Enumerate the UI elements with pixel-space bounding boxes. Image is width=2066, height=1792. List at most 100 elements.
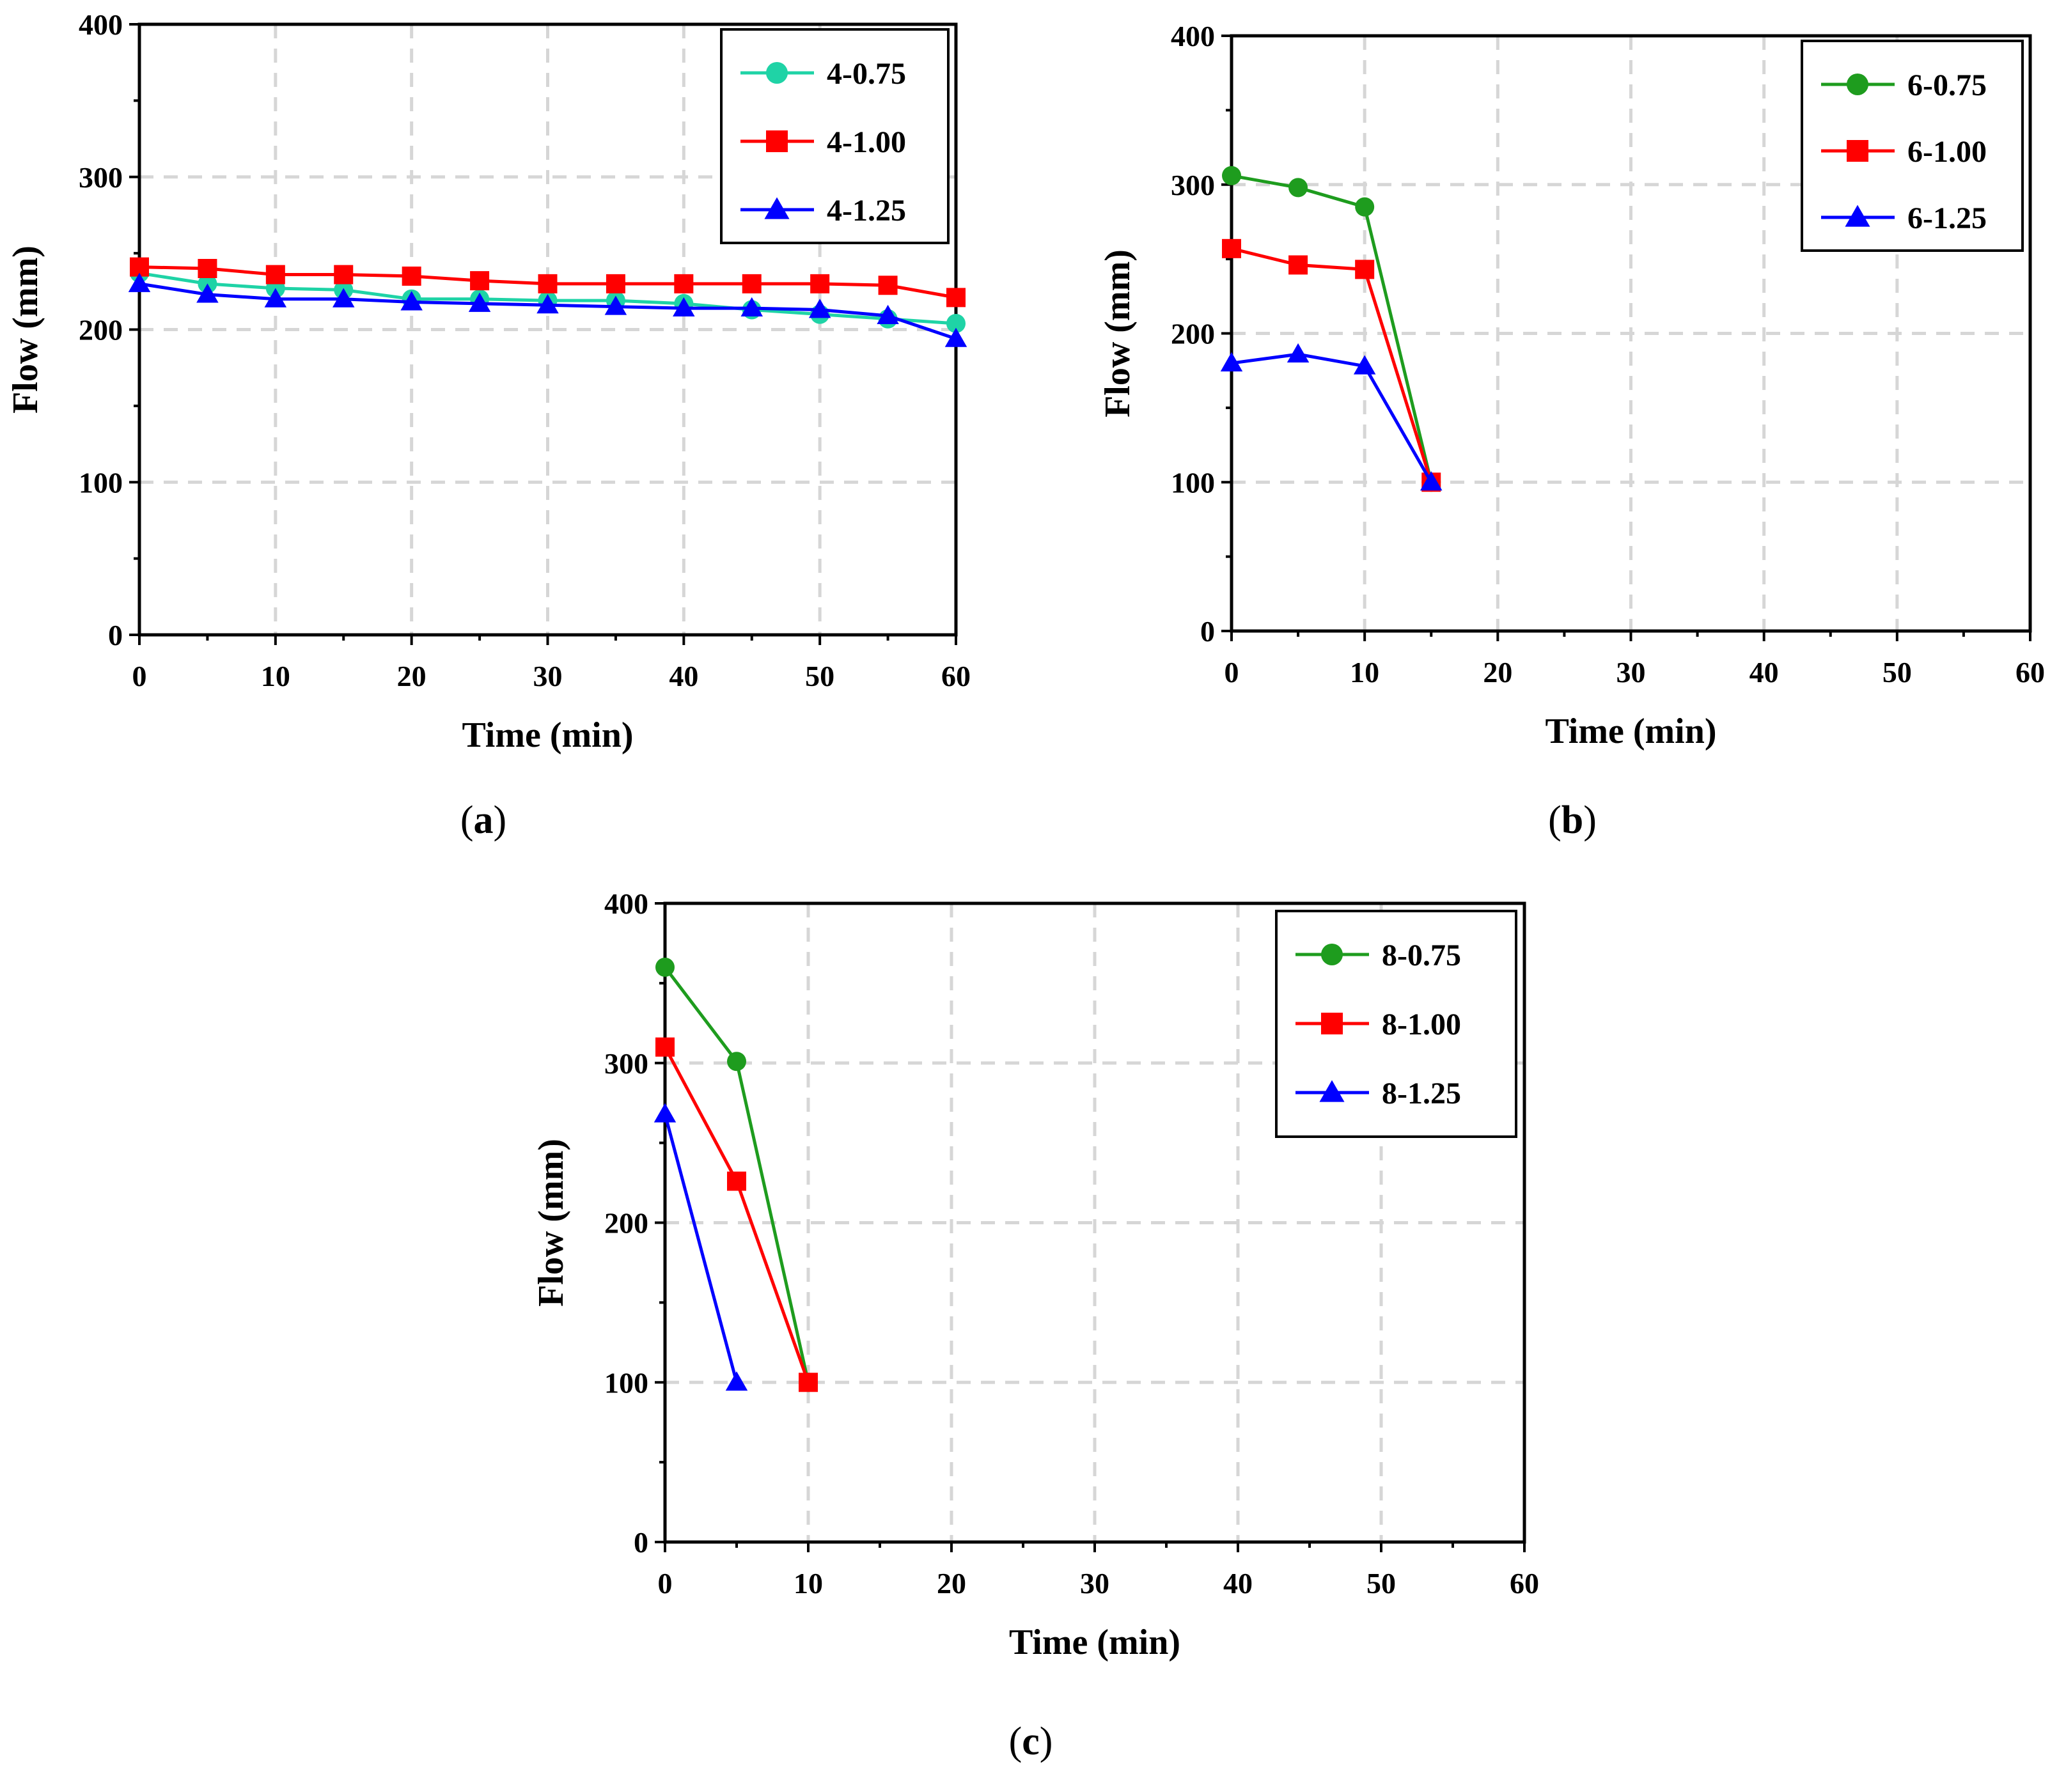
legend-label: 6-0.75 (1907, 68, 1987, 102)
data-point (1420, 471, 1443, 491)
legend-label: 8-0.75 (1382, 939, 1461, 972)
data-point (673, 297, 695, 317)
data-point (400, 291, 423, 311)
x-tick-label: 60 (1510, 1567, 1539, 1600)
panel-b: 0 10 20 30 40 50 60 0 100 200 300 400 Time (min) Flow… (1098, 20, 2045, 842)
panel-label-paren-close: ) (1040, 1720, 1053, 1763)
legend-marker (1847, 140, 1868, 162)
x-tick-label: 50 (1882, 656, 1912, 689)
legend-item: 6-0.75 (1821, 68, 1987, 102)
data-point (198, 259, 217, 278)
x-tick-label: 40 (669, 660, 698, 692)
panel-label: (b) (1548, 799, 1597, 842)
data-point (810, 274, 830, 293)
data-point (606, 274, 625, 293)
legend-marker (1845, 205, 1870, 227)
legend-item: 8-1.00 (1295, 1008, 1461, 1041)
data-point (536, 294, 559, 314)
series-line (1231, 352, 1433, 483)
y-axis-title: Flow (mm) (531, 1139, 571, 1307)
legend-item: 4-1.25 (740, 194, 906, 228)
data-point (128, 272, 151, 292)
data-point (727, 1171, 746, 1191)
data-point (1288, 255, 1308, 275)
y-axis-title: Flow (mm) (6, 245, 45, 414)
series-line (663, 1046, 810, 1383)
y-tick-label: 100 (1171, 466, 1215, 499)
data-point (470, 271, 490, 291)
data-point (402, 266, 421, 286)
panel-label-paren-open: ( (1009, 1720, 1022, 1763)
x-tick-label: 0 (1225, 656, 1239, 689)
legend-box (720, 28, 950, 244)
legend-label: 8-1.00 (1382, 1008, 1461, 1041)
data-point (946, 288, 966, 308)
x-tick-label: 50 (805, 660, 834, 692)
x-tick-label: 0 (658, 1567, 673, 1600)
x-tick-label: 30 (1080, 1567, 1109, 1600)
panel-a: 0 10 20 30 40 50 60 0 100 200 300 400 Time (min) Flow… (6, 8, 971, 842)
legend-label: 8-1.25 (1382, 1077, 1461, 1110)
data-point (799, 1373, 818, 1392)
y-tick-label: 200 (604, 1207, 648, 1240)
data-point (264, 288, 287, 308)
legend-item: 8-1.25 (1295, 1077, 1461, 1110)
x-axis-title: Time (min) (1545, 712, 1716, 751)
data-point (655, 957, 675, 977)
data-point (1222, 238, 1241, 258)
data-point (1222, 166, 1241, 185)
panel-label-letter: a (474, 799, 494, 842)
series-4-1.00 (130, 257, 966, 308)
x-tick-label: 10 (794, 1567, 823, 1600)
x-tick-label: 20 (397, 660, 427, 692)
y-tick-label: 300 (79, 161, 123, 194)
series-line (1231, 174, 1433, 483)
legend-item: 6-1.25 (1821, 201, 1987, 235)
x-tick-label: 60 (2015, 656, 2045, 689)
series-4-1.25 (128, 272, 967, 347)
data-point (727, 1052, 746, 1071)
x-tick-label: 40 (1749, 656, 1779, 689)
legend-item: 6-1.00 (1821, 135, 1987, 169)
legend: 8-0.75 8-1.00 8-1.25 (1275, 910, 1517, 1138)
y-tick-label: 100 (604, 1366, 648, 1399)
legend-label: 4-1.00 (827, 125, 906, 159)
y-tick-label: 400 (79, 8, 123, 41)
x-tick-label: 20 (1483, 656, 1512, 689)
series-8-1.00 (655, 1037, 818, 1392)
panel-label-letter: c (1022, 1720, 1040, 1763)
legend-marker (1321, 944, 1343, 965)
data-point (333, 288, 355, 308)
panel-label: (a) (460, 799, 506, 842)
data-point (944, 327, 967, 347)
panel-label: (c) (1009, 1720, 1053, 1763)
data-point (725, 1371, 748, 1391)
data-point (1353, 355, 1376, 375)
data-point (946, 313, 966, 333)
y-tick-label: 400 (1171, 20, 1215, 52)
data-point (334, 265, 354, 284)
y-tick-label: 200 (1171, 318, 1215, 350)
panel-label-letter: b (1561, 799, 1583, 842)
legend: 6-0.75 6-1.00 6-1.25 (1801, 40, 2024, 252)
x-tick-label: 20 (937, 1567, 966, 1600)
data-point (1287, 343, 1310, 363)
x-axis-title: Time (min) (462, 715, 633, 755)
x-tick-label: 10 (1350, 656, 1379, 689)
legend: 4-0.75 4-1.00 4-1.25 (720, 28, 950, 244)
y-tick-label: 400 (604, 887, 648, 920)
data-point (877, 304, 899, 324)
data-point (878, 276, 898, 295)
x-tick-label: 30 (533, 660, 563, 692)
panel-c: 0 10 20 30 40 50 60 0 100 200 300 400 Time (min) Flow… (531, 887, 1539, 1763)
data-point (196, 283, 219, 303)
x-tick-label: 30 (1616, 656, 1646, 689)
series-line (663, 1114, 739, 1383)
series-line (1231, 247, 1433, 483)
data-point (655, 1037, 675, 1057)
series-6-1.25 (1220, 343, 1443, 491)
data-point (265, 265, 285, 284)
data-point (1355, 197, 1375, 217)
y-tick-label: 0 (1200, 615, 1215, 648)
